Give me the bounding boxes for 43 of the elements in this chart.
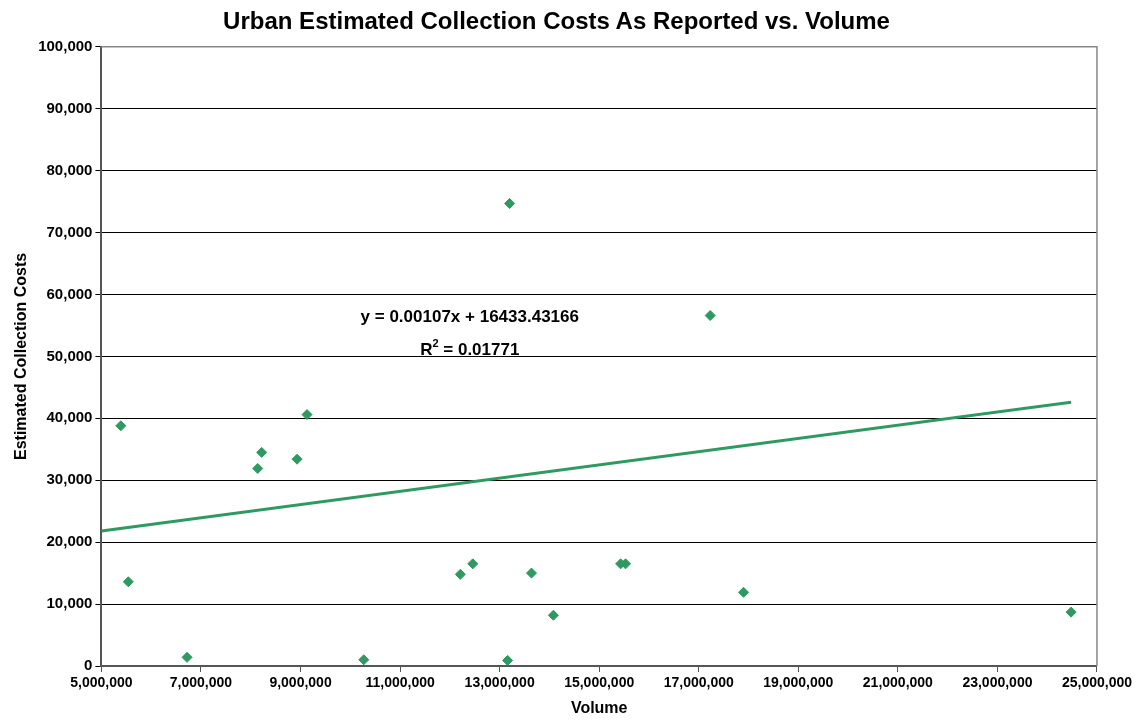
x-axis-title: Volume (570, 698, 628, 716)
x-tick-label: 17,000,000 (663, 674, 734, 691)
chart-title: Urban Estimated Collection Costs As Reported vs. Volume (223, 7, 890, 35)
point (526, 567, 537, 579)
point (358, 654, 370, 666)
point (467, 558, 479, 570)
point (181, 651, 193, 663)
y-tick-label: 20,000 (46, 532, 93, 550)
y-tick-label: 80,000 (46, 160, 93, 178)
point (502, 654, 514, 666)
point (256, 446, 268, 458)
x-tick-label: 15,000,000 (564, 674, 635, 691)
y-tick-label: 40,000 (46, 408, 93, 426)
point (504, 197, 516, 209)
y-tick-label: 60,000 (46, 284, 93, 302)
y-tick-label: 90,000 (46, 98, 93, 116)
y-tick-label: 50,000 (46, 346, 93, 364)
point (301, 409, 313, 421)
point (115, 420, 127, 432)
point (454, 568, 466, 580)
x-tick-label: 13,000,000 (464, 674, 535, 691)
y-tick-label: 10,000 (46, 594, 93, 612)
point (252, 462, 264, 474)
x-tick-label: 23,000,000 (962, 674, 1033, 691)
y-tick-label: 70,000 (46, 222, 93, 240)
point (1065, 606, 1077, 618)
y-tick-label: 0 (84, 656, 93, 674)
y-tick-label: 30,000 (46, 470, 93, 488)
x-tick-label: 5,000,000 (70, 674, 133, 691)
point (738, 586, 750, 598)
y-axis-title: Estimated Collection Costs (12, 252, 30, 460)
x-tick-label: 25,000,000 (1061, 674, 1133, 691)
x-tick-label: 21,000,000 (862, 674, 934, 691)
point (291, 453, 303, 465)
x-tick-label: 19,000,000 (763, 674, 834, 691)
x-tick-label: 7,000,000 (169, 674, 233, 691)
point (704, 310, 716, 322)
point (547, 609, 559, 621)
y-tick-label: 100,000 (38, 36, 93, 54)
x-tick-label: 9,000,000 (269, 674, 332, 691)
x-tick-label: 11,000,000 (365, 674, 435, 691)
point (122, 576, 134, 588)
annotation: y = 0.00107x + 16433.43166 (360, 307, 579, 327)
